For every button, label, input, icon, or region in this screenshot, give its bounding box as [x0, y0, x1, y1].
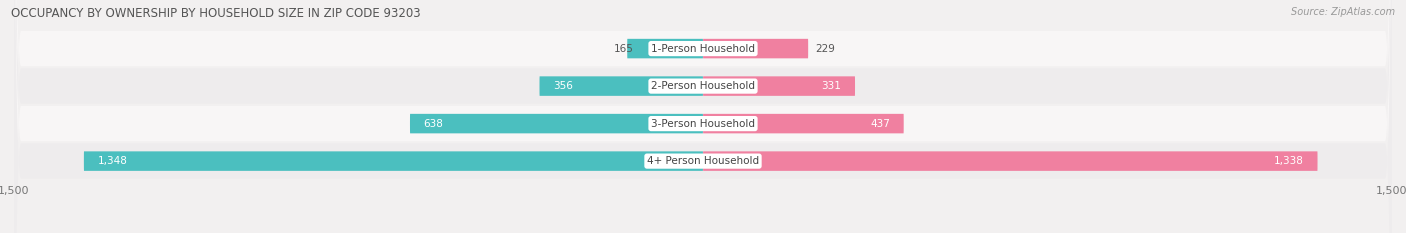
Text: 1-Person Household: 1-Person Household — [651, 44, 755, 54]
FancyBboxPatch shape — [703, 114, 904, 133]
FancyBboxPatch shape — [14, 0, 1392, 233]
Text: 229: 229 — [815, 44, 835, 54]
Text: 638: 638 — [423, 119, 444, 129]
FancyBboxPatch shape — [627, 39, 703, 58]
FancyBboxPatch shape — [540, 76, 703, 96]
Text: 3-Person Household: 3-Person Household — [651, 119, 755, 129]
FancyBboxPatch shape — [703, 39, 808, 58]
Text: 437: 437 — [870, 119, 890, 129]
FancyBboxPatch shape — [703, 76, 855, 96]
Text: 356: 356 — [554, 81, 574, 91]
Text: 165: 165 — [614, 44, 634, 54]
FancyBboxPatch shape — [14, 0, 1392, 233]
Text: 1,348: 1,348 — [97, 156, 128, 166]
FancyBboxPatch shape — [14, 0, 1392, 233]
FancyBboxPatch shape — [703, 151, 1317, 171]
FancyBboxPatch shape — [411, 114, 703, 133]
Text: Source: ZipAtlas.com: Source: ZipAtlas.com — [1291, 7, 1395, 17]
Text: 1,338: 1,338 — [1274, 156, 1303, 166]
FancyBboxPatch shape — [14, 0, 1392, 233]
FancyBboxPatch shape — [84, 151, 703, 171]
Text: 4+ Person Household: 4+ Person Household — [647, 156, 759, 166]
Text: 2-Person Household: 2-Person Household — [651, 81, 755, 91]
Text: 331: 331 — [821, 81, 841, 91]
Text: OCCUPANCY BY OWNERSHIP BY HOUSEHOLD SIZE IN ZIP CODE 93203: OCCUPANCY BY OWNERSHIP BY HOUSEHOLD SIZE… — [11, 7, 420, 20]
